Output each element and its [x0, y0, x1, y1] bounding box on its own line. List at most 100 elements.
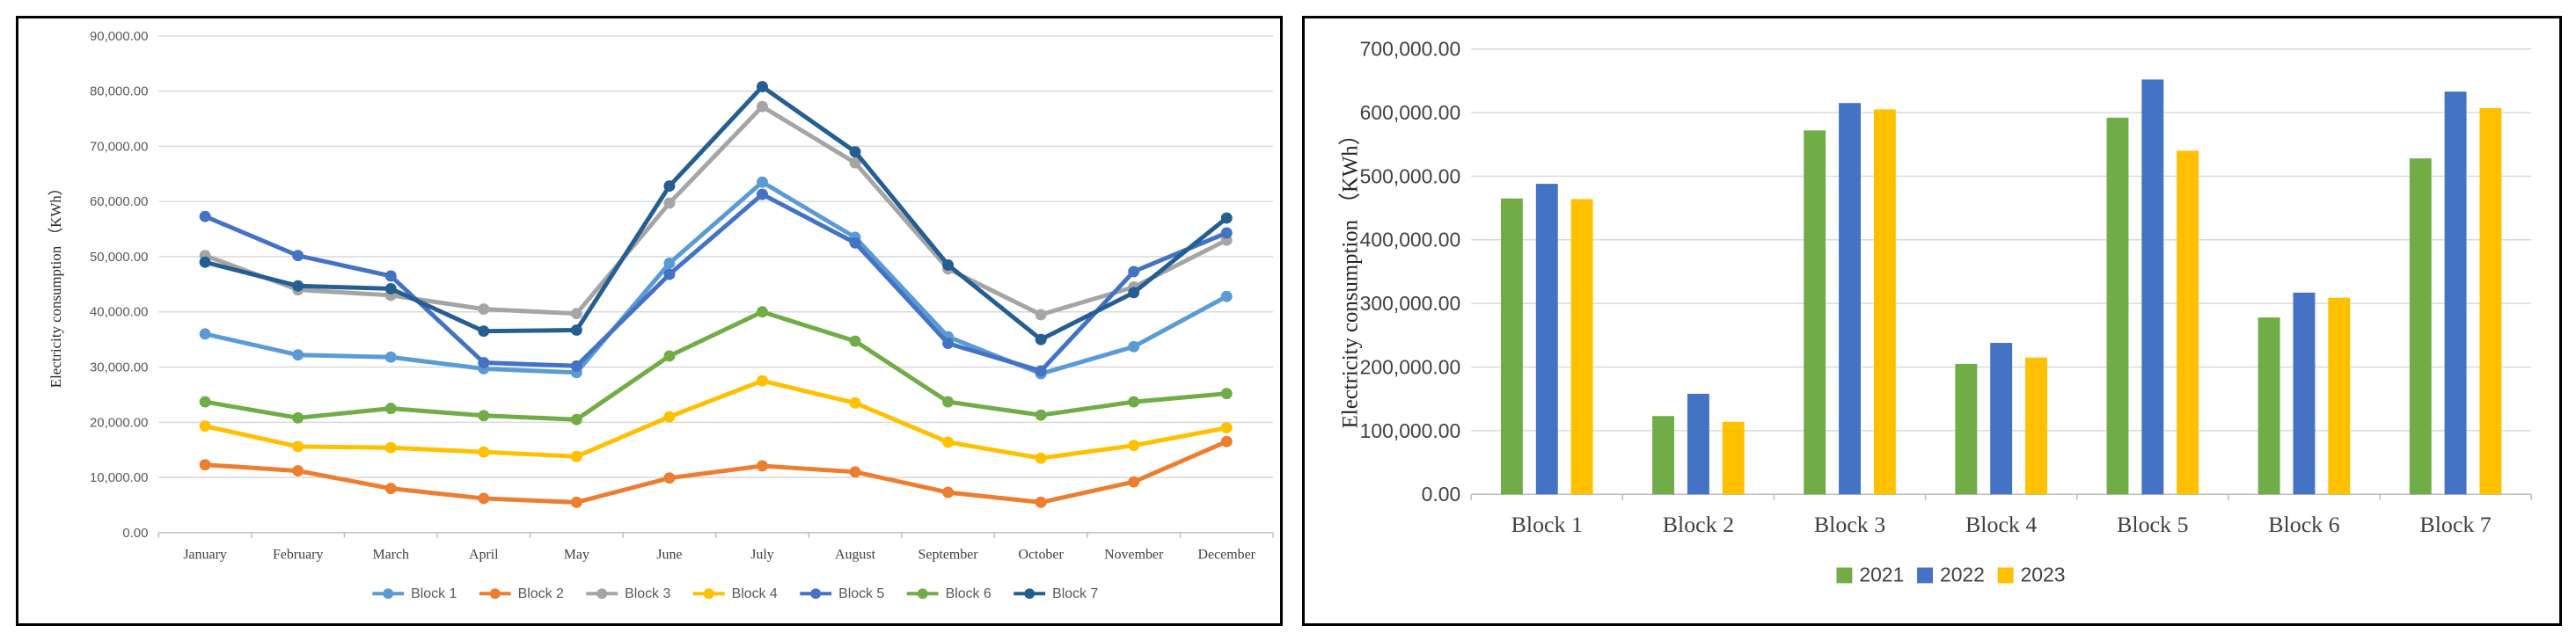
line-point-block-4 — [1035, 452, 1047, 464]
line-point-block-6 — [663, 350, 676, 362]
line-chart-y-tick-label: 20,000.00 — [90, 416, 148, 430]
bar-block-6-2021 — [2258, 317, 2280, 495]
line-chart-gridlines — [158, 35, 1274, 534]
line-point-block-1 — [292, 349, 304, 361]
legend-color-swatch — [1917, 567, 1933, 584]
line-point-block-1 — [756, 176, 768, 188]
line-point-block-7 — [292, 280, 304, 292]
bar-block-2-2023 — [1722, 421, 1745, 495]
line-point-block-3 — [1035, 309, 1047, 321]
bar-block-6-2023 — [2328, 297, 2351, 495]
bar-block-2-2021 — [1652, 416, 1675, 495]
line-chart-x-tick-label: January — [183, 548, 227, 563]
line-chart-y-tick-label: 30,000.00 — [90, 361, 148, 375]
line-point-block-7 — [756, 81, 768, 93]
line-chart-y-axis-label: Electricity consumption （KWh） — [48, 181, 64, 389]
bar-block-5-2022 — [2141, 79, 2164, 495]
line-point-block-5 — [199, 210, 211, 222]
bar-chart-x-tick-label: Block 1 — [1511, 512, 1583, 537]
bar-chart-x-tick-label: Block 2 — [1663, 512, 1734, 537]
line-chart-y-tick-label: 50,000.00 — [90, 251, 148, 265]
line-point-block-7 — [942, 258, 955, 271]
line-point-block-4 — [478, 446, 490, 458]
bar-block-1-2021 — [1500, 198, 1523, 495]
line-point-block-1 — [199, 328, 211, 340]
line-point-block-7 — [478, 325, 490, 338]
line-point-block-6 — [292, 411, 304, 424]
line-point-block-6 — [478, 410, 490, 422]
bar-block-6-2022 — [2293, 292, 2316, 495]
line-legend-item-block-3: Block 3 — [586, 586, 670, 601]
bar-chart-x-tick-label: Block 6 — [2268, 512, 2339, 537]
legend-marker — [1024, 588, 1036, 600]
legend-label: Block 5 — [838, 586, 884, 601]
bar-block-2-2022 — [1687, 393, 1709, 495]
line-chart-x-tick-label: May — [564, 548, 589, 563]
line-point-block-4 — [384, 441, 397, 454]
line-point-block-1 — [1128, 340, 1140, 353]
legend-marker — [917, 588, 928, 600]
line-point-block-7 — [663, 180, 676, 193]
legend-label: Block 6 — [946, 586, 992, 601]
bar-block-3-2022 — [1839, 103, 1861, 495]
line-point-block-3 — [756, 100, 768, 113]
line-series-block-1 — [202, 179, 1229, 376]
line-chart-x-tick-label: July — [750, 548, 774, 563]
line-point-block-5 — [478, 357, 490, 368]
legend-marker — [596, 588, 608, 600]
line-point-block-6 — [199, 396, 211, 408]
line-chart-y-tick-label: 80,000.00 — [90, 85, 148, 99]
line-point-block-7 — [1220, 212, 1233, 224]
line-point-block-5 — [292, 250, 304, 262]
bar-block-3-2021 — [1804, 130, 1826, 495]
line-legend-item-block-1: Block 1 — [372, 586, 457, 601]
line-point-block-7 — [570, 324, 582, 336]
legend-label: Block 1 — [411, 586, 457, 601]
line-point-block-4 — [849, 396, 861, 409]
line-chart-x-tick-label: March — [372, 548, 409, 563]
line-series-block-2 — [202, 439, 1229, 505]
bar-chart-x-tick-label: Block 7 — [2419, 512, 2491, 537]
line-point-block-6 — [942, 396, 955, 408]
line-point-block-3 — [570, 308, 582, 320]
legend-label: Block 2 — [518, 586, 564, 601]
line-point-block-2 — [1035, 496, 1047, 508]
line-point-block-3 — [663, 197, 676, 209]
line-point-block-5 — [1220, 227, 1233, 239]
line-point-block-3 — [849, 156, 861, 169]
line-chart-x-tick-label: June — [656, 548, 682, 563]
legend-label: Block 3 — [625, 586, 670, 601]
legend-label: Block 4 — [732, 586, 778, 601]
legend-color-swatch — [1836, 567, 1853, 584]
line-point-block-5 — [570, 360, 582, 372]
bar-block-1-2022 — [1535, 184, 1558, 495]
line-point-block-5 — [849, 236, 861, 249]
bar-block-7-2022 — [2444, 91, 2467, 495]
line-point-block-2 — [199, 459, 211, 471]
line-point-block-1 — [384, 351, 397, 363]
line-chart-y-tick-label: 0.00 — [122, 527, 148, 541]
bar-chart-x-tick-label: Block 5 — [2117, 512, 2188, 537]
line-point-block-2 — [1220, 435, 1233, 447]
line-chart-x-tick-label: September — [918, 548, 979, 563]
bar-block-4-2023 — [2025, 357, 2047, 495]
bar-block-1-2023 — [1570, 199, 1593, 495]
bar-block-7-2023 — [2479, 108, 2502, 495]
line-point-block-4 — [199, 420, 211, 433]
line-chart-y-tick-label: 60,000.00 — [90, 195, 148, 209]
line-point-block-2 — [942, 486, 955, 498]
bar-chart: 0.00 100,000.00 200,000.00 300,000.00 400,00… — [1338, 38, 2532, 585]
bar-block-4-2022 — [1990, 343, 2013, 495]
line-point-block-4 — [1220, 422, 1233, 434]
line-legend-item-block-6: Block 6 — [906, 586, 992, 601]
line-series-block-4 — [202, 378, 1229, 461]
line-point-block-4 — [292, 440, 304, 453]
line-chart-x-tick-label: February — [273, 548, 323, 563]
line-point-block-5 — [663, 268, 676, 280]
legend-marker — [489, 588, 501, 600]
bar-legend-item-2022: 2022 — [1917, 563, 1985, 585]
bar-chart-y-tick-label: 200,000.00 — [1360, 356, 1461, 379]
line-legend-item-block-7: Block 7 — [1014, 586, 1098, 601]
bar-chart-y-tick-label: 400,000.00 — [1360, 229, 1461, 251]
line-point-block-5 — [942, 338, 955, 349]
